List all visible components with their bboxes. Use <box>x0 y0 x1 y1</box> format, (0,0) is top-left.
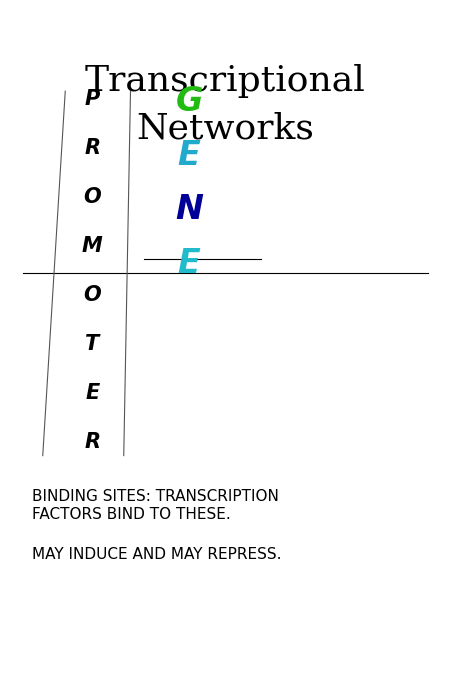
Text: M: M <box>82 236 103 256</box>
Text: O: O <box>83 187 101 207</box>
Text: Networks: Networks <box>136 111 314 145</box>
Text: N: N <box>175 193 203 225</box>
Text: Transcriptional: Transcriptional <box>85 64 365 98</box>
Text: T: T <box>85 334 99 354</box>
Text: E: E <box>178 247 200 279</box>
Text: P: P <box>85 89 100 109</box>
Text: BINDING SITES: TRANSCRIPTION
FACTORS BIND TO THESE.: BINDING SITES: TRANSCRIPTION FACTORS BIN… <box>32 489 279 522</box>
Text: G: G <box>176 85 202 117</box>
Text: MAY INDUCE AND MAY REPRESS.: MAY INDUCE AND MAY REPRESS. <box>32 547 281 562</box>
Text: E: E <box>178 139 200 171</box>
Text: R: R <box>84 432 100 452</box>
Text: R: R <box>84 138 100 158</box>
Text: O: O <box>83 285 101 305</box>
Text: E: E <box>85 383 99 403</box>
